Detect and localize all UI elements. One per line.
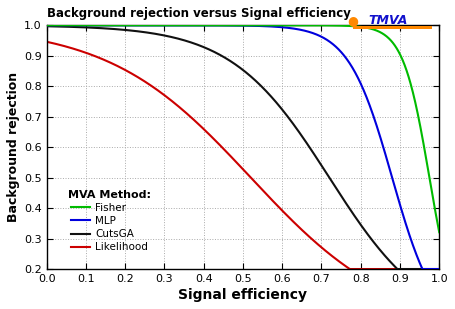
Text: Background rejection versus Signal efficiency: Background rejection versus Signal effic… [47, 7, 351, 20]
X-axis label: Signal efficiency: Signal efficiency [178, 288, 308, 302]
Y-axis label: Background rejection: Background rejection [7, 72, 20, 222]
Text: TMVA: TMVA [369, 14, 408, 27]
Legend: Fisher, MLP, CutsGA, Likelihood: Fisher, MLP, CutsGA, Likelihood [64, 186, 155, 256]
Text: ●: ● [347, 14, 358, 27]
